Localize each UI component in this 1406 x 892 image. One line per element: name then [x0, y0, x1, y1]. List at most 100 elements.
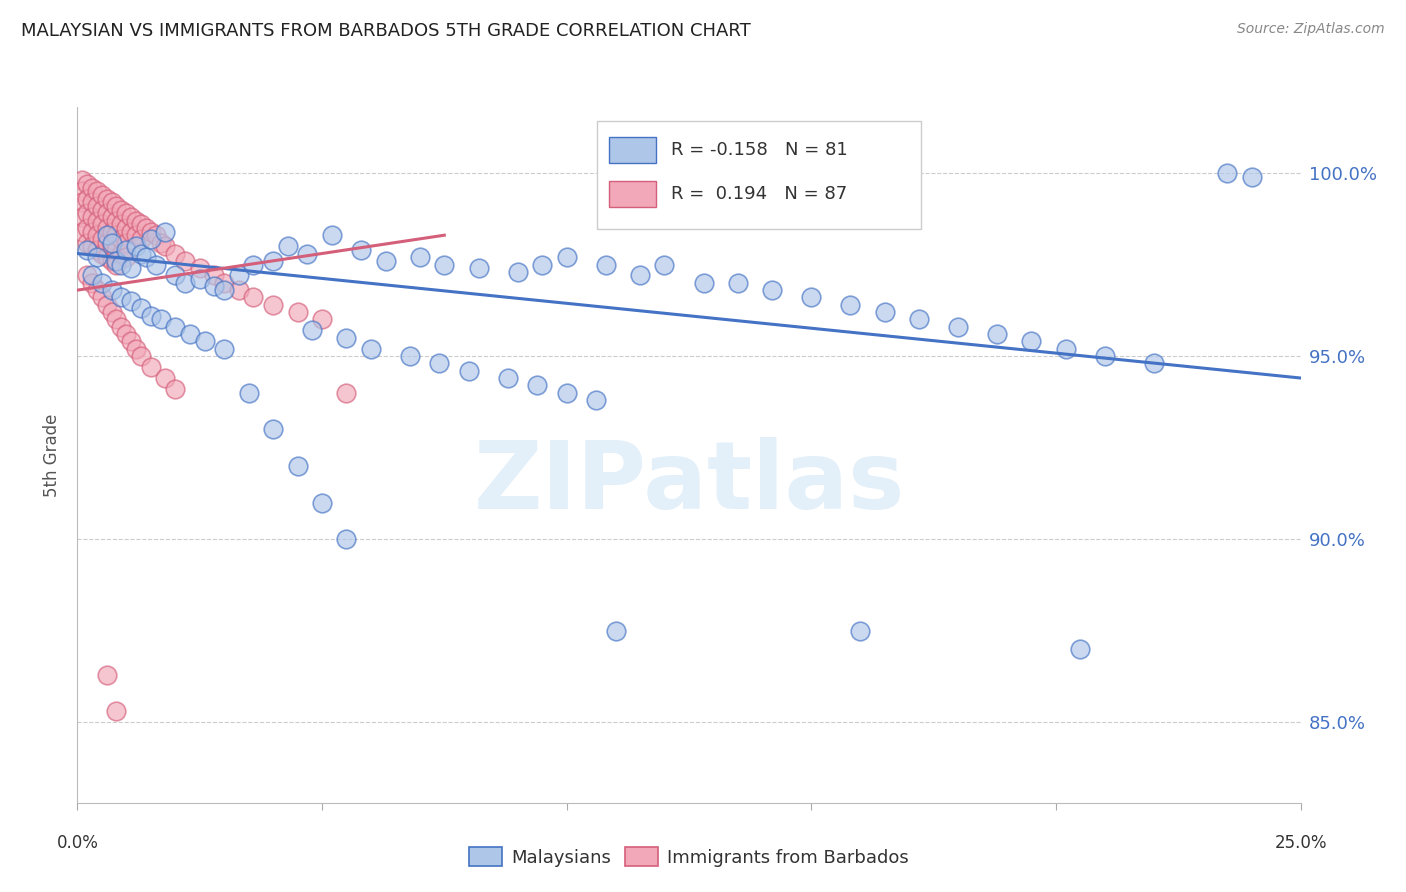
Point — [1216, 166, 1239, 180]
Point — [115, 250, 138, 264]
Point — [135, 250, 157, 264]
Point — [145, 258, 167, 272]
Point — [96, 667, 118, 681]
Point — [761, 283, 783, 297]
Point — [335, 532, 357, 546]
Point — [125, 228, 148, 243]
Point — [467, 261, 489, 276]
Point — [595, 258, 617, 272]
Point — [120, 334, 142, 349]
Point — [145, 228, 167, 243]
Point — [115, 220, 138, 235]
Point — [155, 371, 177, 385]
Point — [155, 239, 177, 253]
Point — [100, 305, 122, 319]
Point — [105, 213, 128, 227]
Point — [100, 239, 122, 253]
Point — [100, 210, 122, 224]
Point — [70, 173, 93, 187]
Point — [100, 225, 122, 239]
Point — [76, 206, 98, 220]
Point — [149, 235, 172, 250]
Point — [849, 624, 872, 638]
Point — [212, 276, 235, 290]
Text: R = -0.158   N = 81: R = -0.158 N = 81 — [671, 141, 848, 159]
Point — [100, 253, 122, 268]
Point — [86, 283, 108, 297]
Point — [76, 235, 98, 250]
Point — [110, 246, 132, 260]
Point — [262, 298, 284, 312]
Point — [242, 258, 264, 272]
Point — [105, 312, 128, 326]
Point — [115, 243, 138, 257]
Point — [1240, 169, 1263, 184]
Point — [873, 305, 896, 319]
FancyBboxPatch shape — [609, 181, 657, 207]
Point — [80, 276, 103, 290]
Point — [80, 239, 103, 253]
Point — [287, 458, 309, 473]
Point — [350, 243, 373, 257]
Point — [1054, 342, 1077, 356]
FancyBboxPatch shape — [609, 137, 657, 163]
Point — [165, 268, 187, 283]
Point — [86, 184, 108, 198]
Point — [297, 246, 319, 260]
Point — [139, 309, 162, 323]
Point — [262, 422, 284, 436]
Point — [1021, 334, 1043, 349]
Point — [125, 342, 148, 356]
Point — [76, 243, 98, 257]
Text: 25.0%: 25.0% — [1274, 834, 1327, 852]
Point — [311, 312, 333, 326]
Point — [839, 298, 862, 312]
Point — [70, 195, 93, 210]
Point — [115, 206, 138, 220]
Point — [165, 382, 187, 396]
Point — [277, 239, 299, 253]
Point — [335, 385, 357, 400]
Point — [110, 290, 132, 304]
Point — [301, 323, 323, 337]
Point — [100, 283, 122, 297]
Point — [96, 228, 118, 243]
Text: ZIPatlas: ZIPatlas — [474, 437, 904, 529]
Point — [188, 272, 211, 286]
Point — [212, 342, 235, 356]
Point — [908, 312, 931, 326]
Point — [70, 184, 93, 198]
Point — [120, 225, 142, 239]
Point — [90, 217, 112, 231]
Text: R =  0.194   N = 87: R = 0.194 N = 87 — [671, 185, 846, 203]
Point — [1143, 356, 1166, 370]
Point — [228, 283, 250, 297]
Point — [80, 210, 103, 224]
Point — [115, 235, 138, 250]
Point — [692, 276, 714, 290]
Point — [110, 319, 132, 334]
Point — [125, 239, 148, 253]
Point — [139, 225, 162, 239]
Point — [90, 232, 112, 246]
Point — [139, 232, 162, 246]
Point — [76, 192, 98, 206]
Point — [429, 356, 451, 370]
Point — [399, 349, 422, 363]
Point — [80, 180, 103, 194]
Point — [228, 268, 250, 283]
Point — [96, 235, 118, 250]
Point — [70, 210, 93, 224]
Point — [654, 258, 676, 272]
Point — [96, 298, 118, 312]
Point — [262, 253, 284, 268]
Point — [946, 319, 969, 334]
Point — [193, 334, 215, 349]
Point — [238, 385, 260, 400]
Point — [555, 250, 578, 264]
Point — [129, 246, 152, 260]
Point — [585, 392, 607, 407]
Point — [96, 220, 118, 235]
Point — [80, 268, 103, 283]
Point — [86, 199, 108, 213]
